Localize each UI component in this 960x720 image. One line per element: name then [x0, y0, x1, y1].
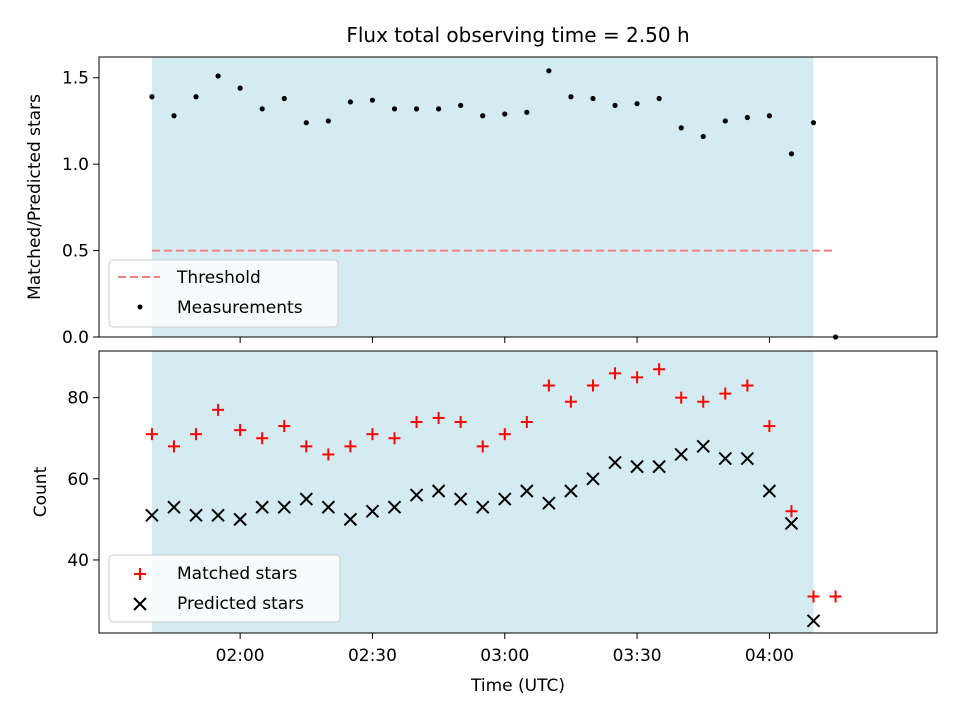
- measurement-point: [723, 118, 728, 123]
- measurement-point: [811, 120, 816, 125]
- x-tick-label: 02:00: [216, 646, 265, 666]
- measurement-point: [480, 113, 485, 118]
- measurement-point: [612, 103, 617, 108]
- measurement-point: [546, 68, 551, 73]
- measurement-point: [701, 134, 706, 139]
- measurement-point: [215, 73, 220, 78]
- threshold-legend-label: Threshold: [176, 268, 261, 288]
- measurement-point: [745, 115, 750, 120]
- measurement-point: [634, 101, 639, 106]
- bottom-axes: 40 60 80 02:00 02:30 03:00 03:30 04:00 Count T…: [31, 351, 937, 696]
- matched-legend-label: Matched stars: [177, 564, 297, 584]
- bottom-y-ticks: 40 60 80: [67, 389, 99, 571]
- x-tick-label: 03:30: [613, 646, 662, 666]
- measurement-point: [348, 99, 353, 104]
- y-tick-label: 40: [67, 551, 89, 571]
- x-axis-label: Time (UTC): [470, 676, 565, 696]
- measurement-point: [502, 111, 507, 116]
- measurement-point: [568, 94, 573, 99]
- y-tick-label: 1.5: [62, 69, 89, 89]
- chart-title: Flux total observing time = 2.50 h: [346, 23, 689, 47]
- measurement-point: [524, 110, 529, 115]
- bottom-x-ticks: 02:00 02:30 03:00 03:30 04:00: [216, 633, 794, 666]
- top-legend: Threshold Measurements: [109, 260, 338, 327]
- measurement-point: [657, 96, 662, 101]
- figure: Flux total observing time = 2.50 h 0.00.…: [0, 0, 960, 720]
- x-tick-label: 04:00: [745, 646, 794, 666]
- top-x-ticks: [240, 337, 769, 343]
- y-tick-label: 0.5: [62, 242, 89, 262]
- x-tick-label: 03:00: [480, 646, 529, 666]
- measurement-point: [149, 94, 154, 99]
- y-tick-label: 1.0: [62, 155, 89, 175]
- y-tick-label: 0.0: [62, 328, 89, 348]
- measurement-point: [304, 120, 309, 125]
- measurement-point: [193, 94, 198, 99]
- top-axes: 0.0 0.5 1.0 1.5 Matched/Predicted stars Thr…: [25, 57, 937, 348]
- predicted-legend-label: Predicted stars: [177, 594, 304, 614]
- y-tick-label: 80: [67, 389, 89, 409]
- measurement-point: [789, 151, 794, 156]
- y-tick-label: 60: [67, 470, 89, 490]
- measurement-point: [282, 96, 287, 101]
- x-tick-label: 02:30: [348, 646, 397, 666]
- measurement-point: [436, 106, 441, 111]
- measurement-point: [414, 106, 419, 111]
- measurement-point: [679, 125, 684, 130]
- measurement-point: [260, 106, 265, 111]
- measurement-point: [767, 113, 772, 118]
- measurement-point: [171, 113, 176, 118]
- measurement-point: [458, 103, 463, 108]
- top-y-ticks: 0.0 0.5 1.0 1.5: [62, 69, 99, 348]
- measurement-point: [238, 86, 243, 91]
- measurement-point: [590, 96, 595, 101]
- bottom-legend: Matched stars Predicted stars: [109, 555, 340, 622]
- measurement-point: [326, 118, 331, 123]
- measurements-legend-label: Measurements: [177, 298, 303, 318]
- measurement-point: [370, 98, 375, 103]
- matched-star-point: [830, 590, 842, 602]
- measurement-point: [392, 106, 397, 111]
- top-y-axis-label: Matched/Predicted stars: [25, 94, 45, 300]
- measurements-legend-marker: [138, 305, 143, 310]
- bottom-y-axis-label: Count: [31, 466, 51, 517]
